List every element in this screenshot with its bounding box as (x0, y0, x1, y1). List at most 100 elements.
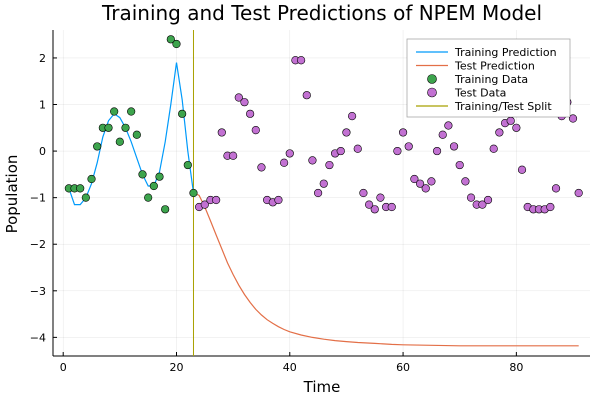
training-datapoint (144, 193, 153, 202)
test-datapoint (314, 188, 323, 198)
test-datapoint (393, 146, 402, 156)
test-datapoint (359, 188, 368, 198)
test-datapoint (404, 142, 413, 151)
test-datapoint (415, 179, 425, 188)
test-datapoint (364, 200, 374, 209)
test-datapoint (466, 193, 476, 202)
y-axis-label: Population (3, 155, 21, 234)
x-tick-label: 80 (509, 361, 523, 374)
test-datapoint (427, 177, 436, 186)
y-tick-label: −4 (30, 331, 46, 344)
training-datapoint (161, 205, 170, 214)
test-predictionline (193, 192, 579, 347)
test-datapoint (229, 151, 238, 160)
x-tick-label: 60 (396, 361, 410, 374)
test-datapoint (387, 202, 396, 212)
test-datapoint (302, 91, 311, 100)
training-datapoint (172, 39, 181, 49)
test-datapoint (455, 160, 464, 170)
test-datapoint (495, 128, 504, 137)
training-datapoint (178, 109, 187, 118)
test-datapoint (251, 126, 260, 135)
test-datapoint (512, 123, 521, 132)
test-datapoint (325, 160, 334, 170)
test-datapoint (449, 142, 459, 151)
test-datapoint (478, 200, 487, 209)
test-datapoint (461, 177, 470, 186)
training-datapoint (138, 170, 147, 179)
test-datapoint (308, 156, 317, 165)
legend-label-training-prediction: Training Prediction (454, 46, 557, 59)
test-datapoint (546, 202, 555, 212)
training-datapoint (115, 137, 124, 146)
test-datapoint (574, 188, 583, 198)
y-axis-ticks: −4 −3 −2 −1 0 1 2 (30, 52, 57, 344)
training-datapoint (149, 181, 158, 191)
y-tick-label: 0 (39, 145, 46, 158)
x-tick-label: 0 (60, 361, 67, 374)
test-datapoint (483, 195, 493, 205)
training-datapoint (76, 184, 85, 193)
test-datapoint (274, 195, 283, 205)
test-datapoint (421, 184, 430, 193)
test-datapoint (410, 174, 419, 184)
y-tick-label: 1 (39, 99, 46, 112)
chart-title: Training and Test Predictions of NPEM Mo… (101, 1, 542, 25)
test-datapoint (200, 200, 209, 209)
test-datapoint (438, 130, 447, 139)
training-datapoint (87, 174, 96, 184)
training-datapoint (127, 107, 136, 116)
y-tick-label: −2 (30, 238, 46, 251)
test-datapoint (280, 158, 289, 167)
test-datapoint (568, 114, 578, 123)
test-datapoint (212, 195, 221, 205)
legend-label-test-data: Test Data (454, 87, 506, 100)
test-datapoint (257, 163, 266, 172)
test-datapoint (285, 149, 294, 158)
training-predictionline (68, 62, 195, 206)
legend-label-training-test-split: Training/Test Split (454, 100, 552, 113)
x-tick-label: 20 (169, 361, 183, 374)
test-datapoint (370, 205, 379, 214)
training-datapoint (132, 130, 141, 139)
plot-frame (52, 30, 590, 357)
training-datapoint (110, 107, 119, 116)
test-datapoint (444, 121, 453, 130)
test-datapoint (217, 128, 226, 137)
training-datapoint (93, 142, 102, 151)
x-axis-ticks: 0 20 40 60 80 (60, 352, 523, 374)
training-datapoint (183, 160, 192, 170)
series-layer (64, 30, 583, 356)
test-datapoint (246, 109, 255, 118)
test-datapoint (489, 144, 498, 153)
training-datapoint (121, 123, 130, 132)
training-datapoint (155, 172, 164, 181)
training-datapoint (104, 123, 113, 132)
test-datapoint (353, 144, 362, 153)
test-datapoint (297, 56, 306, 65)
y-tick-label: 2 (39, 52, 46, 65)
test-datapoint (506, 116, 515, 125)
test-datapoint (398, 128, 408, 137)
test-datapoint (376, 193, 385, 202)
legend-label-training-data: Training Data (454, 73, 528, 86)
x-axis-label: Time (303, 378, 341, 396)
legend-label-test-prediction: Test Prediction (454, 60, 535, 73)
training-datapoint (166, 35, 175, 44)
test-datapoint (517, 165, 527, 174)
test-datapoint (432, 146, 442, 156)
y-tick-label: −3 (30, 285, 46, 298)
test-datapoint (347, 112, 357, 121)
test-datapoint (336, 146, 345, 156)
training-datapoint (189, 188, 198, 198)
test-datapoint (240, 98, 249, 107)
test-datapoint (551, 184, 561, 193)
training-datapoint (81, 193, 90, 202)
test-datapoint (234, 93, 243, 102)
test-datapoint (319, 179, 328, 188)
legend-swatch-training-data (427, 74, 437, 84)
x-tick-label: 40 (283, 361, 297, 374)
legend-swatch-test-data (427, 87, 437, 98)
